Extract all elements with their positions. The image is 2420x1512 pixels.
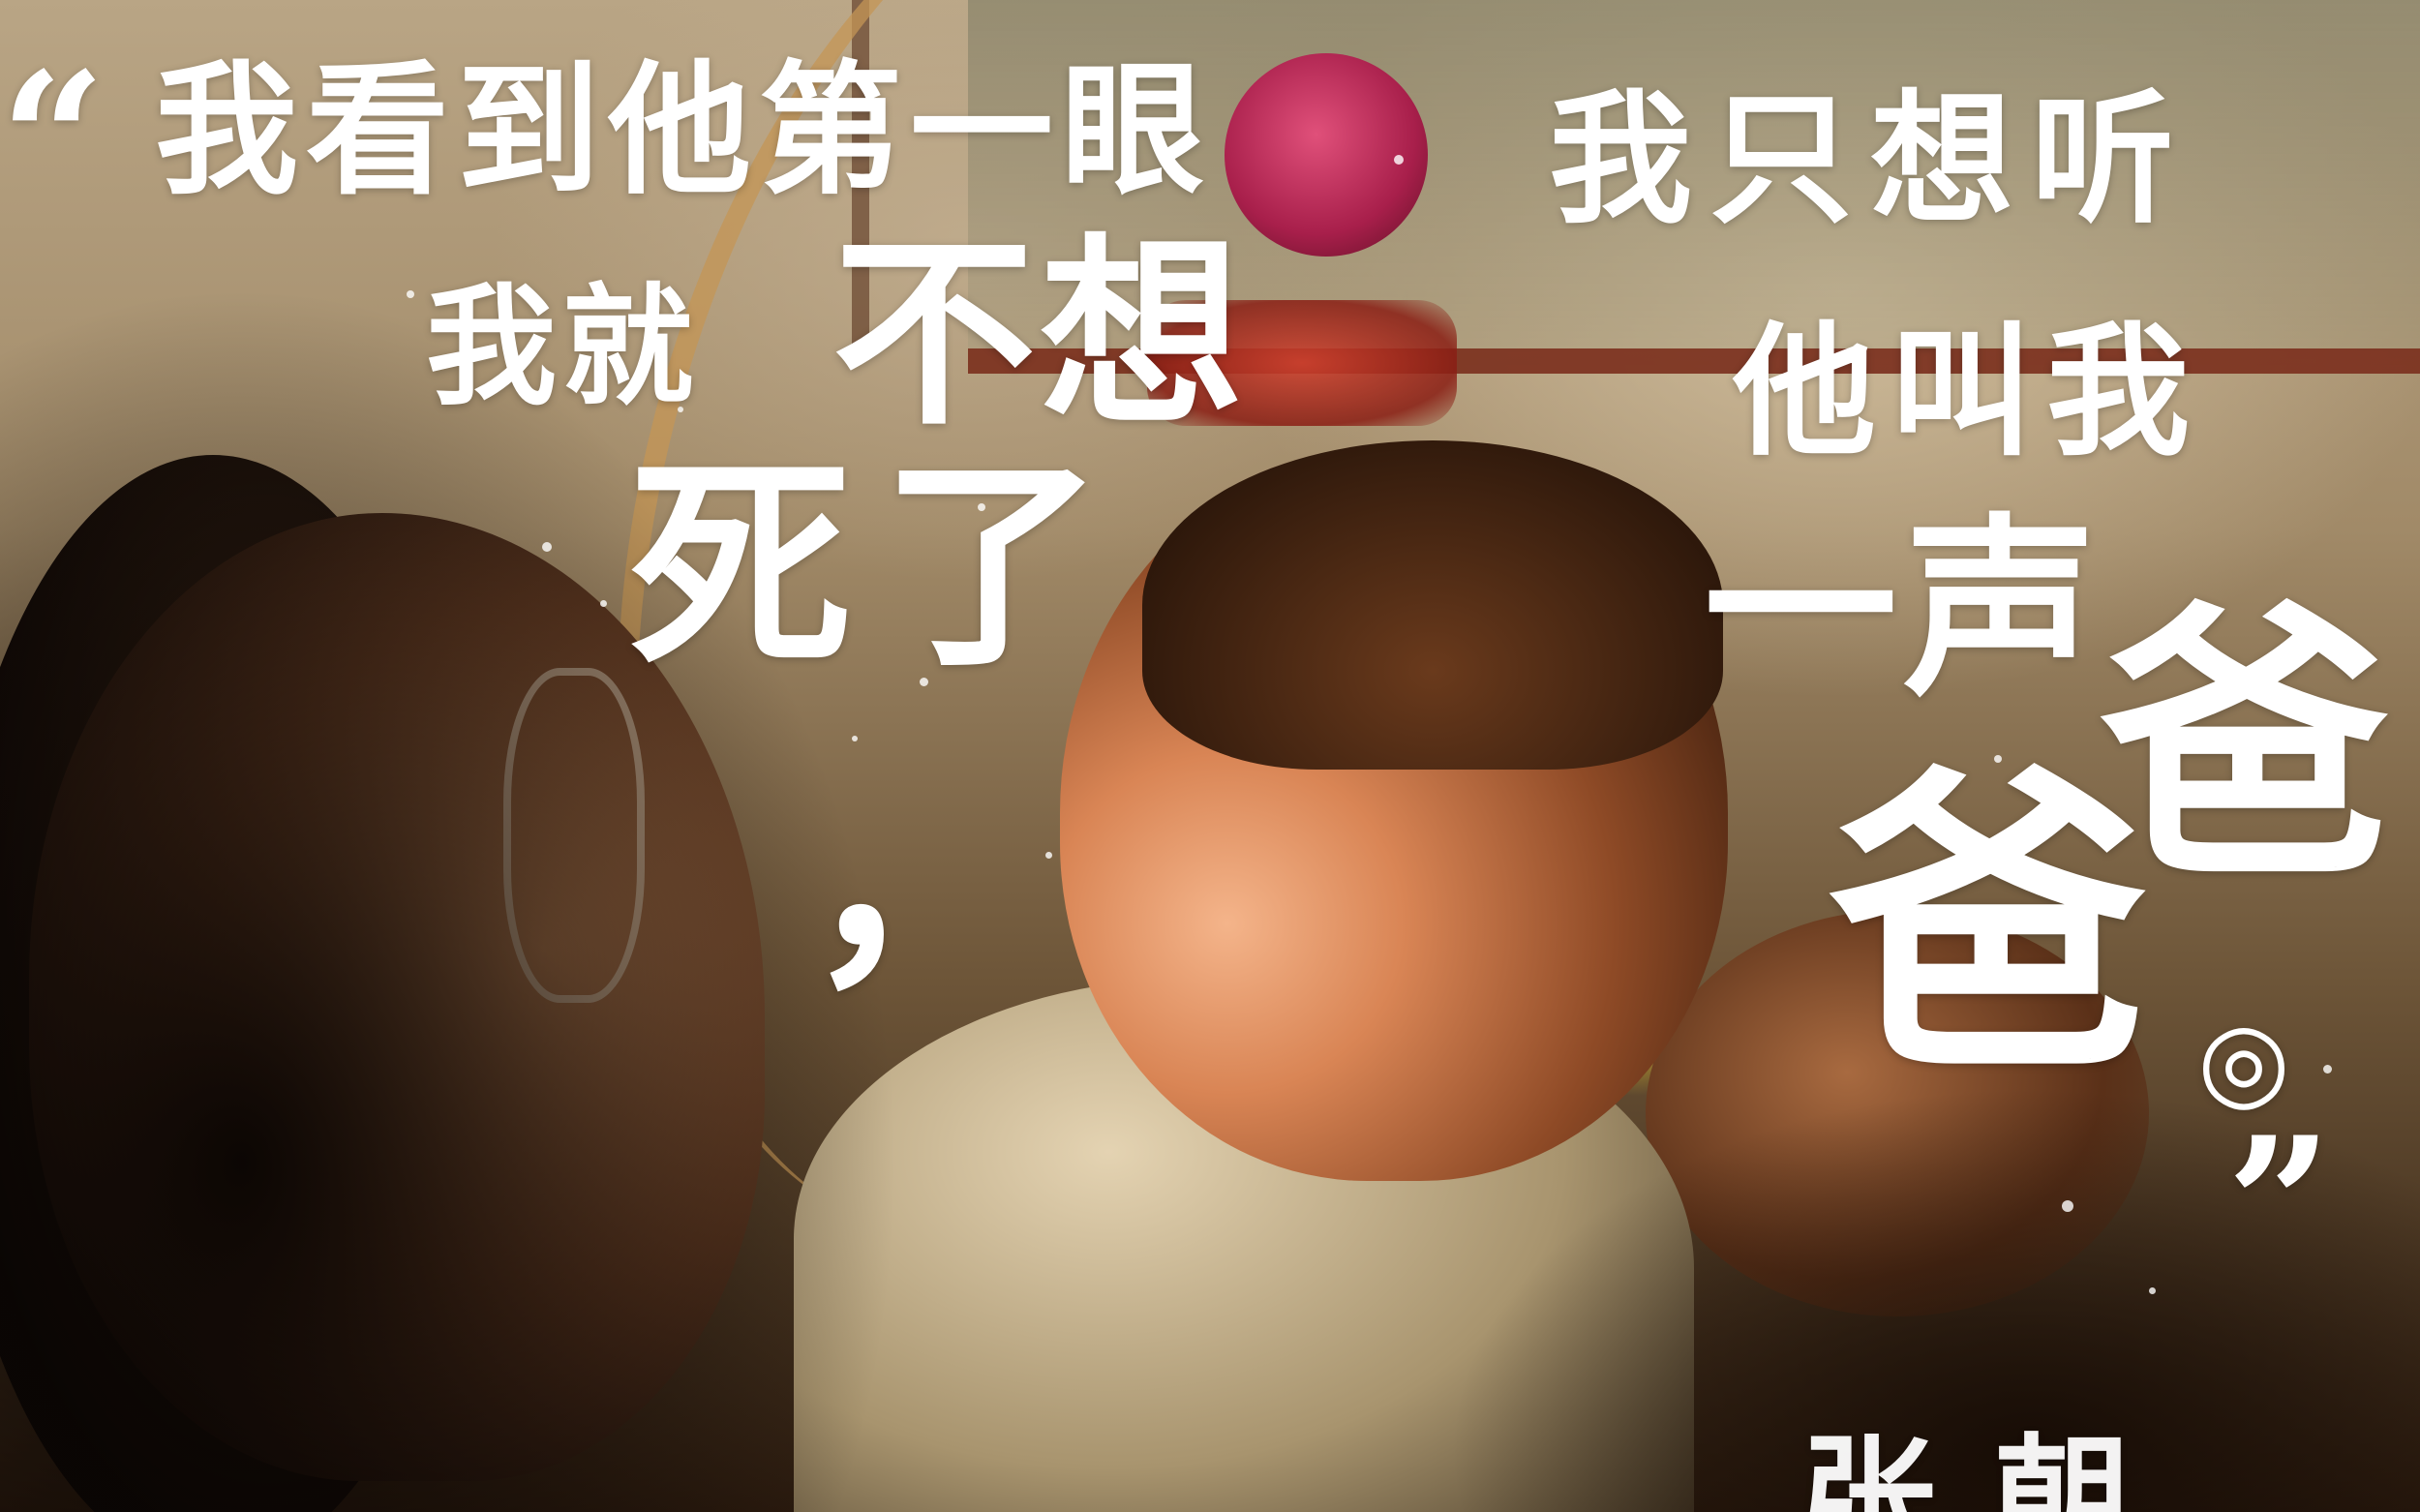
sparkle (978, 503, 985, 511)
closing-quote-mark: ” (2226, 1097, 2333, 1313)
quote-line-2a: 我就 (426, 269, 699, 423)
opening-quote-mark: “ (0, 32, 106, 248)
sparkle (2149, 1287, 2156, 1294)
quote-line-2b: 不想 (832, 214, 1248, 453)
sparkle (920, 678, 928, 686)
sparkle (542, 542, 552, 552)
sparkle (2062, 1200, 2073, 1212)
quote-comma: ， (803, 744, 1037, 1017)
quote-ba-1: 爸 (2101, 574, 2391, 916)
sparkle (852, 736, 858, 741)
sparkle (2284, 697, 2290, 703)
quote-line-3: 死了 (629, 436, 1133, 697)
sparkle (678, 407, 683, 412)
quote-right-line-1: 我只想听 (1549, 75, 2192, 243)
sparkle (1045, 852, 1052, 859)
quote-period: ◎ (2197, 997, 2290, 1122)
quote-line-1: 我看到他第一眼 (155, 45, 1212, 214)
sparkle (1394, 155, 1404, 165)
sparkle (2323, 1065, 2332, 1074)
sparkle (1994, 755, 2002, 763)
sparkle (600, 600, 607, 607)
signature: 张朝 (1800, 1421, 2189, 1512)
quote-ba-2: 爸 (1830, 737, 2149, 1112)
quote-right-line-3: 一声 (1704, 496, 2103, 723)
sparkle (407, 290, 414, 298)
quote-right-line-2: 他叫我 (1733, 307, 2203, 475)
